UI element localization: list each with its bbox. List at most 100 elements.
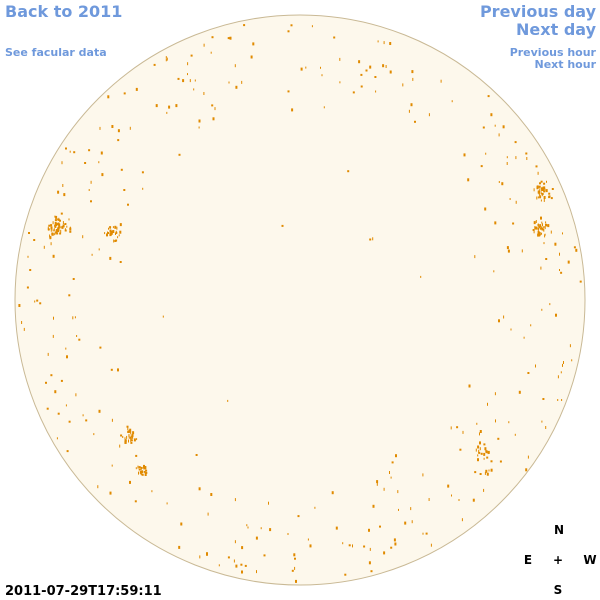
facula — [235, 85, 238, 89]
facula — [537, 233, 540, 237]
facula — [545, 189, 548, 193]
facula — [533, 221, 536, 225]
facula — [76, 335, 78, 337]
facula — [88, 149, 91, 152]
facula — [559, 252, 560, 256]
facula — [557, 399, 559, 401]
facula — [60, 212, 63, 215]
facula — [461, 518, 463, 522]
facula — [377, 40, 379, 43]
facula — [291, 108, 294, 112]
facula — [307, 538, 309, 541]
facula — [241, 570, 243, 574]
facula — [502, 125, 505, 129]
back-link[interactable]: Back to 2011 — [5, 2, 122, 21]
facula — [128, 433, 130, 436]
facula — [545, 224, 548, 227]
facula — [34, 300, 36, 303]
facula — [82, 235, 84, 239]
facula — [166, 111, 168, 114]
facula — [129, 480, 131, 484]
previous-day-link[interactable]: Previous day — [480, 2, 597, 21]
facula — [365, 69, 368, 72]
facula — [521, 249, 523, 253]
facula — [412, 77, 414, 81]
facula — [506, 246, 509, 250]
facula — [58, 223, 61, 227]
facula — [75, 393, 77, 397]
facula — [27, 255, 29, 258]
facula — [124, 440, 127, 444]
facula — [162, 315, 164, 318]
facula — [404, 521, 407, 525]
facula — [414, 120, 416, 123]
facula — [59, 232, 62, 235]
facula — [447, 484, 450, 488]
facula — [478, 451, 481, 454]
facula — [482, 126, 485, 129]
next-hour-link[interactable]: Next hour — [535, 58, 597, 71]
facula — [65, 404, 67, 407]
facula — [111, 125, 114, 128]
facula — [538, 232, 541, 235]
facula — [543, 226, 545, 228]
previous-hour-link[interactable]: Previous hour — [510, 46, 597, 59]
facula — [62, 225, 64, 228]
facula — [211, 104, 214, 107]
facula — [333, 36, 336, 39]
facula — [369, 65, 372, 69]
facula — [135, 467, 137, 470]
facula — [29, 269, 32, 271]
facula — [117, 236, 119, 239]
timestamp: 2011-07-29T17:59:11 — [5, 584, 162, 599]
facula — [484, 471, 486, 475]
facula — [402, 83, 404, 87]
facula — [203, 43, 205, 47]
facula — [210, 51, 212, 54]
facula — [311, 25, 313, 28]
facula — [523, 336, 525, 339]
facula — [575, 248, 578, 252]
facula — [537, 224, 539, 226]
facula — [166, 502, 168, 505]
facula — [398, 508, 399, 511]
facula — [117, 139, 120, 142]
facula — [479, 447, 481, 451]
facula — [393, 538, 396, 542]
facula — [112, 226, 114, 229]
facular-link[interactable]: See facular data — [5, 46, 107, 59]
facula — [506, 156, 508, 159]
facula — [128, 439, 129, 443]
facula — [108, 227, 109, 230]
facula — [198, 119, 201, 123]
facula — [394, 542, 397, 546]
facula — [549, 303, 551, 306]
facula — [569, 344, 571, 348]
facula — [538, 190, 540, 194]
facula — [227, 37, 230, 40]
facula — [126, 425, 129, 428]
facula — [130, 435, 132, 438]
next-day-link[interactable]: Next day — [516, 20, 597, 39]
facula — [124, 437, 126, 440]
facula — [100, 151, 103, 155]
facula — [109, 230, 111, 233]
facula — [376, 480, 379, 484]
facula — [514, 433, 516, 436]
facula — [372, 237, 374, 241]
facula — [57, 190, 60, 194]
facula — [250, 55, 253, 59]
facula — [536, 196, 538, 200]
facula — [372, 504, 375, 508]
facula — [535, 226, 538, 230]
facula — [559, 269, 560, 271]
facula — [474, 255, 476, 259]
facula — [23, 327, 25, 331]
facula — [467, 178, 470, 182]
facula — [120, 434, 123, 437]
facula — [199, 555, 201, 559]
facula — [539, 227, 542, 230]
facula — [479, 430, 482, 433]
facula — [410, 103, 413, 107]
facula — [339, 81, 341, 84]
